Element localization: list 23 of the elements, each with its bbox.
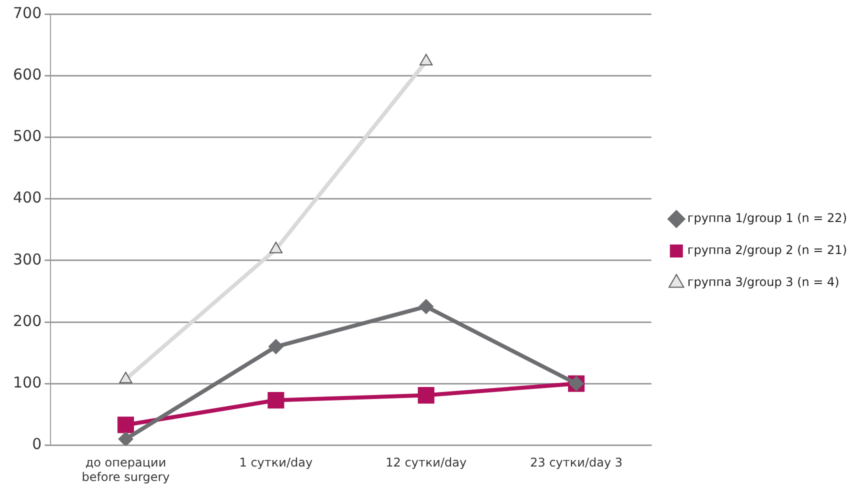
point bbox=[418, 387, 434, 404]
legend-label: группа 3/group 3 (n = 4) bbox=[687, 275, 840, 290]
legend-label: группа 2/group 2 (n = 21) bbox=[687, 243, 848, 258]
point bbox=[269, 242, 282, 254]
point bbox=[268, 339, 284, 354]
point bbox=[268, 392, 284, 409]
y-tick-label: 600 bbox=[12, 65, 42, 84]
point bbox=[118, 432, 134, 446]
y-tick-label: 100 bbox=[12, 373, 42, 392]
y-tick-label: 400 bbox=[12, 188, 42, 207]
point bbox=[420, 54, 433, 66]
legend-label: группа 1/group 1 (n = 22) bbox=[687, 211, 848, 226]
y-tick-label: 200 bbox=[12, 312, 42, 330]
y-tick-label: 300 bbox=[12, 250, 42, 268]
x-tick-label: 12 сутки/day bbox=[386, 456, 467, 470]
x-tick-label: 1 сутки/day bbox=[239, 456, 313, 470]
y-tick-label: 500 bbox=[12, 127, 42, 146]
y-tick-label: 0 bbox=[32, 435, 42, 454]
point bbox=[418, 299, 434, 314]
x-tick-label: до операции before surgery bbox=[82, 456, 170, 484]
point bbox=[117, 416, 134, 434]
y-tick-label: 700 bbox=[12, 4, 42, 22]
x-tick-label: 23 сутки/day 3 bbox=[530, 456, 622, 470]
